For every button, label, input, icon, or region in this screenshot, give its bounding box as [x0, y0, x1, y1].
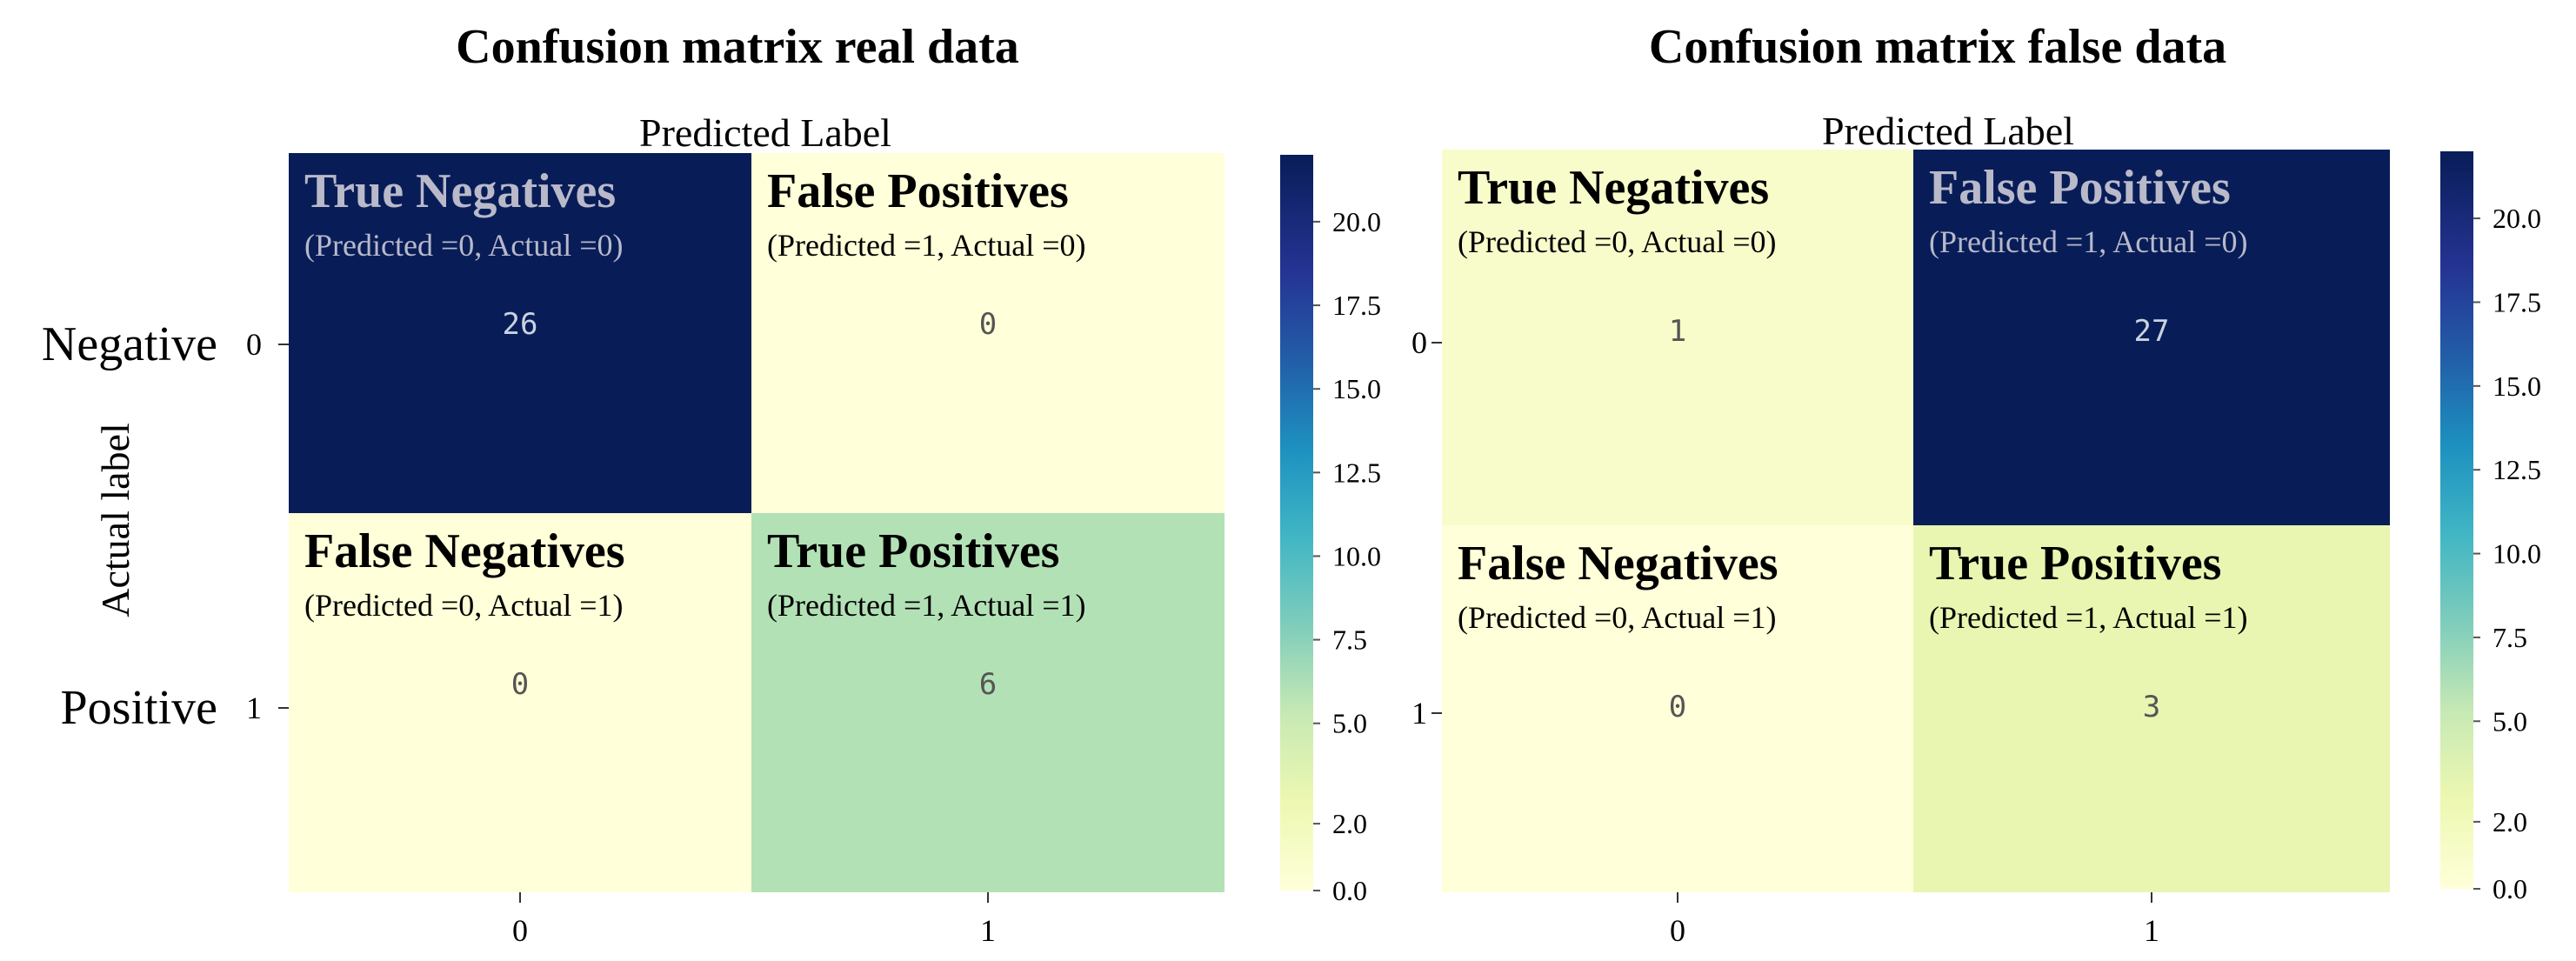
colorbar-tick-label: 10.0	[2493, 538, 2541, 570]
cell-title: True Negatives	[1458, 161, 1769, 215]
cell-subtitle: (Predicted =0, Actual =0)	[1458, 224, 1777, 259]
cell-value: 0	[511, 667, 529, 702]
cell-value: 1	[1669, 314, 1686, 349]
y-tick-label: 0	[246, 327, 262, 362]
colorbar-tick-label: 2.0	[2493, 806, 2527, 838]
colorbar	[1280, 155, 1313, 891]
cell-subtitle: (Predicted =0, Actual =1)	[304, 588, 624, 623]
chart-title: Confusion matrix real data	[456, 20, 1019, 74]
cell-title: False Negatives	[1458, 537, 1779, 591]
y-tick-label: 1	[246, 691, 262, 725]
cell-subtitle: (Predicted =1, Actual =1)	[1929, 600, 2248, 635]
colorbar-tick-label: 17.5	[1332, 290, 1381, 321]
colorbar-tick-label: 17.5	[2493, 286, 2541, 317]
cell-title: True Positives	[767, 524, 1059, 578]
cell-value: 27	[2134, 314, 2170, 349]
colorbar-tick-label: 5.0	[2493, 705, 2527, 737]
colorbar-tick-label: 5.0	[1332, 708, 1367, 739]
colorbar-tick-label: 7.5	[1332, 624, 1367, 656]
colorbar-tick-label: 2.0	[1332, 808, 1367, 839]
heatmap-cell	[1913, 525, 2390, 892]
colorbar-tick-label: 15.0	[1332, 373, 1381, 404]
cell-title: True Negatives	[304, 164, 616, 218]
heatmap-cell	[289, 513, 751, 892]
cell-subtitle: (Predicted =1, Actual =0)	[767, 228, 1086, 263]
colorbar-tick-label: 12.5	[1332, 457, 1381, 488]
y-tick-label: 0	[1411, 325, 1427, 360]
y-category-label: Negative	[42, 317, 217, 371]
heatmap-cell	[289, 153, 751, 513]
x-tick-label: 0	[512, 913, 528, 948]
cell-title: False Positives	[1929, 161, 2231, 215]
x-tick-label: 0	[1670, 913, 1685, 948]
colorbar-tick-label: 20.0	[1332, 206, 1381, 237]
x-axis-label: Predicted Label	[639, 110, 891, 155]
colorbar-tick-label: 10.0	[1332, 540, 1381, 571]
chart-title: Confusion matrix false data	[1649, 20, 2226, 74]
colorbar-tick-label: 15.0	[2493, 370, 2541, 402]
cell-title: False Positives	[767, 164, 1069, 218]
x-axis-label: Predicted Label	[1822, 109, 2074, 153]
heatmap-cell	[1442, 150, 1913, 525]
heatmap-cell	[751, 153, 1225, 513]
heatmap-cell	[751, 513, 1225, 892]
cell-title: False Negatives	[304, 524, 625, 578]
cell-title: True Positives	[1929, 537, 2221, 591]
heatmap-cell	[1442, 525, 1913, 892]
colorbar-tick-label: 12.5	[2493, 454, 2541, 485]
cell-value: 3	[2143, 690, 2160, 724]
y-category-label: Positive	[61, 681, 217, 735]
x-tick-label: 1	[2144, 913, 2159, 948]
colorbar-tick-label: 0.0	[1332, 875, 1367, 906]
x-tick-label: 1	[980, 913, 996, 948]
cell-subtitle: (Predicted =1, Actual =1)	[767, 588, 1086, 623]
cell-subtitle: (Predicted =0, Actual =0)	[304, 228, 624, 263]
y-axis-label: Actual label	[93, 423, 137, 617]
heatmap-cell	[1913, 150, 2390, 525]
cell-value: 26	[503, 307, 538, 342]
y-tick-label: 1	[1411, 696, 1427, 731]
colorbar-tick-label: 20.0	[2493, 203, 2541, 234]
colorbar	[2440, 151, 2473, 889]
colorbar-tick-label: 7.5	[2493, 622, 2527, 653]
colorbar-tick-label: 0.0	[2493, 873, 2527, 904]
cell-subtitle: (Predicted =1, Actual =0)	[1929, 224, 2248, 259]
cell-value: 0	[979, 307, 997, 342]
cell-subtitle: (Predicted =0, Actual =1)	[1458, 600, 1777, 635]
cell-value: 0	[1669, 690, 1686, 724]
cell-value: 6	[979, 667, 997, 702]
